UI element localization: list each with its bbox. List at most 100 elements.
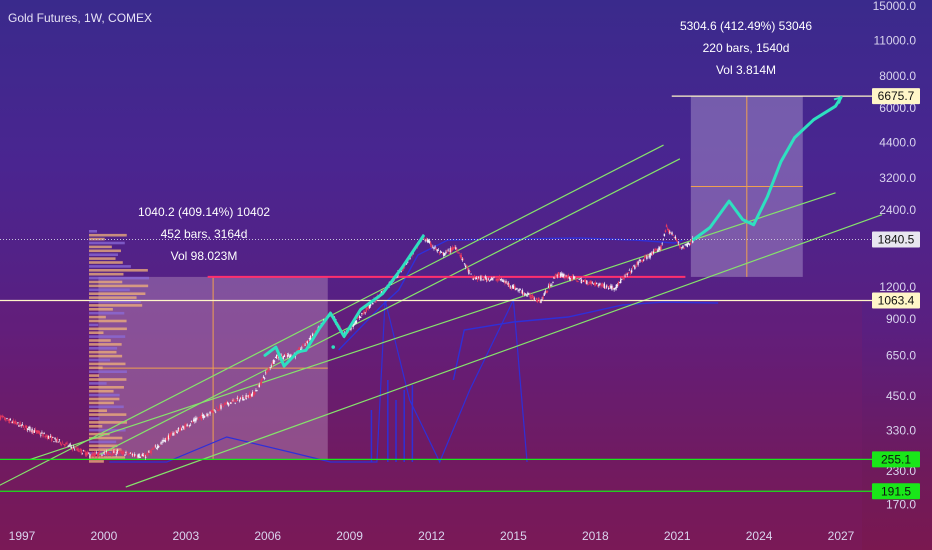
candle-body xyxy=(138,453,140,458)
candle-body xyxy=(119,451,122,452)
candle-body xyxy=(36,430,39,433)
candle-body xyxy=(441,253,444,255)
candle-body xyxy=(645,256,647,258)
candle-body xyxy=(372,302,374,305)
candle-body xyxy=(80,449,82,454)
candle-body xyxy=(609,285,611,288)
candle-body xyxy=(46,435,49,439)
volume-profile-bar xyxy=(89,425,103,428)
volume-profile-bar xyxy=(89,233,127,237)
candle-body xyxy=(598,284,600,287)
lower-panel-shade xyxy=(0,300,862,550)
volume-profile-bar xyxy=(89,296,137,299)
candle-body xyxy=(155,448,158,449)
candle-body xyxy=(235,399,238,402)
volume-profile-bar xyxy=(89,292,146,295)
candle-body xyxy=(11,421,14,423)
candle-body xyxy=(93,453,96,457)
candle-body xyxy=(686,243,689,247)
candle-body xyxy=(237,397,240,399)
measure-right-line2: 220 bars, 1540d xyxy=(703,41,790,55)
candle-body xyxy=(565,275,567,277)
candle-body xyxy=(199,416,201,418)
candle-body xyxy=(134,454,136,456)
candle-body xyxy=(534,300,537,302)
volume-profile-bar xyxy=(89,311,125,315)
candle-body xyxy=(166,436,169,439)
candle-body xyxy=(7,420,9,421)
candle-body xyxy=(449,248,452,252)
candle-body xyxy=(165,437,168,441)
candle-body xyxy=(632,267,634,269)
candle-body xyxy=(117,452,120,454)
candle-body xyxy=(463,263,466,265)
candle-body xyxy=(123,451,125,454)
candle-body xyxy=(25,425,28,430)
candle-body xyxy=(5,419,7,421)
candle-body xyxy=(624,275,626,277)
candle-body xyxy=(604,288,607,290)
candle-body xyxy=(368,304,371,309)
candle-body xyxy=(9,419,11,421)
price-tick-label: 900.0 xyxy=(886,312,916,326)
candle-body xyxy=(558,273,561,275)
candle-body xyxy=(52,436,54,438)
candle-body xyxy=(43,432,45,434)
measurement-right: 5304.6 (412.49%) 53046 220 bars, 1540d V… xyxy=(680,19,812,77)
candle-body xyxy=(64,444,66,447)
candle-body xyxy=(623,276,625,280)
candle-body xyxy=(456,248,458,251)
candle-body xyxy=(647,255,649,257)
candle-body xyxy=(139,457,141,458)
price-tick-label: 450.0 xyxy=(886,389,916,403)
volume-profile-bar xyxy=(89,284,149,288)
candle-body xyxy=(668,228,670,232)
candle-body xyxy=(556,274,559,277)
volume-profile-bar xyxy=(89,245,112,249)
candle-body xyxy=(183,426,185,430)
candle-body xyxy=(55,439,57,442)
candle-body xyxy=(149,451,151,453)
price-tick-label: 6000.0 xyxy=(879,101,916,115)
candle-body xyxy=(259,383,262,385)
candle-body xyxy=(650,252,652,255)
candle-body xyxy=(529,294,531,298)
candle-body xyxy=(208,414,210,416)
candle-body xyxy=(487,278,490,280)
candle-body xyxy=(568,276,571,280)
candle-body xyxy=(434,246,436,248)
candle-body xyxy=(447,249,449,251)
candle-body xyxy=(284,353,287,355)
candle-body xyxy=(273,360,276,362)
candle-body xyxy=(635,265,637,268)
price-axis[interactable]: 15000.0 11000.0 8000.0 6000.0 4400.0 3200.0 24… xyxy=(873,0,917,512)
candle-body xyxy=(246,397,248,398)
candle-body xyxy=(482,279,484,281)
candle-body xyxy=(276,354,278,359)
chart-title: Gold Futures, 1W, COMEX xyxy=(8,11,152,25)
candle-body xyxy=(552,282,554,283)
candle-body xyxy=(190,420,193,422)
candle-body xyxy=(148,450,150,453)
candle-body xyxy=(140,455,143,457)
candle-body xyxy=(684,244,686,246)
candle-body xyxy=(459,254,461,257)
candle-body xyxy=(466,264,468,266)
time-axis[interactable]: 1997 2000 2003 2006 2009 2012 2015 2018 2021 2024… xyxy=(9,529,855,543)
candle-body xyxy=(592,283,595,285)
candle-body xyxy=(470,273,472,275)
candle-body xyxy=(310,336,313,338)
candle-body xyxy=(187,426,189,428)
candle-body xyxy=(448,252,450,254)
candle-body xyxy=(81,453,84,455)
candle-body xyxy=(566,277,568,279)
candle-body xyxy=(159,445,161,446)
candle-body xyxy=(595,282,598,284)
candle-body xyxy=(636,261,638,265)
candle-body xyxy=(88,453,90,455)
candle-body xyxy=(182,426,184,428)
candle-body xyxy=(507,282,509,285)
candle-body xyxy=(680,246,682,249)
measure-right-line3: Vol 3.814M xyxy=(716,63,776,77)
